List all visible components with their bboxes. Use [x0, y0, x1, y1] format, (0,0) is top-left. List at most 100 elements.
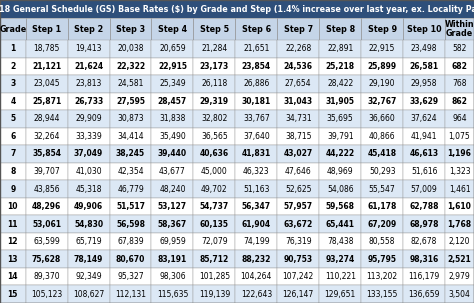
Text: 98,316: 98,316: [410, 255, 439, 264]
Bar: [0, 145, 26, 163]
Bar: [236, 110, 277, 128]
Text: 57,009: 57,009: [411, 185, 438, 194]
Text: 27,654: 27,654: [285, 79, 311, 88]
Text: 47,646: 47,646: [285, 167, 312, 176]
Text: 29,190: 29,190: [369, 79, 395, 88]
Text: 45,318: 45,318: [75, 185, 102, 194]
Bar: [68, 215, 109, 233]
Text: 59,568: 59,568: [326, 202, 355, 211]
Text: 37,049: 37,049: [74, 149, 103, 158]
Bar: [236, 18, 277, 40]
Text: 41,941: 41,941: [411, 132, 438, 141]
Text: 27,595: 27,595: [116, 97, 145, 106]
Bar: [68, 128, 109, 145]
Text: 22,268: 22,268: [285, 44, 311, 53]
Bar: [277, 110, 319, 128]
Bar: [109, 233, 152, 250]
Bar: [361, 163, 403, 180]
Bar: [109, 93, 152, 110]
Bar: [26, 18, 68, 40]
Bar: [277, 93, 319, 110]
Bar: [319, 75, 361, 93]
Bar: [445, 163, 474, 180]
Bar: [109, 18, 152, 40]
Text: 113,202: 113,202: [366, 272, 398, 281]
Text: 42,354: 42,354: [117, 167, 144, 176]
Text: 582: 582: [452, 44, 467, 53]
Text: 48,296: 48,296: [32, 202, 61, 211]
Bar: [445, 18, 474, 40]
Text: 58,367: 58,367: [158, 220, 187, 228]
Text: 95,795: 95,795: [368, 255, 397, 264]
Bar: [193, 75, 236, 93]
Bar: [361, 250, 403, 268]
Bar: [403, 128, 445, 145]
Bar: [403, 18, 445, 40]
Text: 32,767: 32,767: [367, 97, 397, 106]
Bar: [26, 163, 68, 180]
Text: 25,349: 25,349: [159, 79, 186, 88]
Text: 21,121: 21,121: [32, 62, 61, 71]
Text: 41,831: 41,831: [242, 149, 271, 158]
Text: Step 10: Step 10: [407, 25, 441, 34]
Bar: [236, 75, 277, 93]
Text: 39,707: 39,707: [33, 167, 60, 176]
Bar: [445, 128, 474, 145]
Text: 24,536: 24,536: [284, 62, 313, 71]
Bar: [403, 250, 445, 268]
Text: 33,339: 33,339: [75, 132, 102, 141]
Bar: [68, 250, 109, 268]
Bar: [403, 198, 445, 215]
Text: 110,221: 110,221: [325, 272, 356, 281]
Text: 18,785: 18,785: [34, 44, 60, 53]
Bar: [361, 268, 403, 285]
Bar: [445, 145, 474, 163]
Bar: [152, 145, 193, 163]
Text: 24,581: 24,581: [117, 79, 144, 88]
Bar: [361, 110, 403, 128]
Bar: [152, 75, 193, 93]
Text: 37,640: 37,640: [243, 132, 270, 141]
Bar: [236, 250, 277, 268]
Bar: [193, 198, 236, 215]
Bar: [277, 145, 319, 163]
Bar: [277, 285, 319, 303]
Text: 48,240: 48,240: [159, 185, 186, 194]
Text: 39,440: 39,440: [158, 149, 187, 158]
Text: 53,061: 53,061: [32, 220, 61, 228]
Bar: [277, 180, 319, 198]
Text: 15: 15: [8, 290, 18, 299]
Bar: [26, 58, 68, 75]
Text: 43,856: 43,856: [33, 185, 60, 194]
Bar: [26, 215, 68, 233]
Text: 60,135: 60,135: [200, 220, 229, 228]
Bar: [68, 145, 109, 163]
Text: 67,839: 67,839: [117, 237, 144, 246]
Bar: [26, 93, 68, 110]
Text: 23,173: 23,173: [200, 62, 229, 71]
Bar: [403, 233, 445, 250]
Text: 20,659: 20,659: [159, 44, 186, 53]
Bar: [193, 18, 236, 40]
Text: 119,139: 119,139: [199, 290, 230, 299]
Text: 112,131: 112,131: [115, 290, 146, 299]
Text: 46,779: 46,779: [117, 185, 144, 194]
Bar: [445, 93, 474, 110]
Text: 21,651: 21,651: [243, 44, 270, 53]
Text: 9: 9: [10, 185, 16, 194]
Text: 63,672: 63,672: [283, 220, 313, 228]
Text: 26,118: 26,118: [201, 79, 228, 88]
Bar: [152, 268, 193, 285]
Text: 75,628: 75,628: [32, 255, 61, 264]
Text: 92,349: 92,349: [75, 272, 102, 281]
Text: 25,899: 25,899: [368, 62, 397, 71]
Bar: [152, 250, 193, 268]
Bar: [403, 75, 445, 93]
Text: 49,702: 49,702: [201, 185, 228, 194]
Bar: [109, 145, 152, 163]
Bar: [277, 250, 319, 268]
Bar: [277, 233, 319, 250]
Bar: [109, 40, 152, 58]
Text: 29,319: 29,319: [200, 97, 229, 106]
Bar: [319, 58, 361, 75]
